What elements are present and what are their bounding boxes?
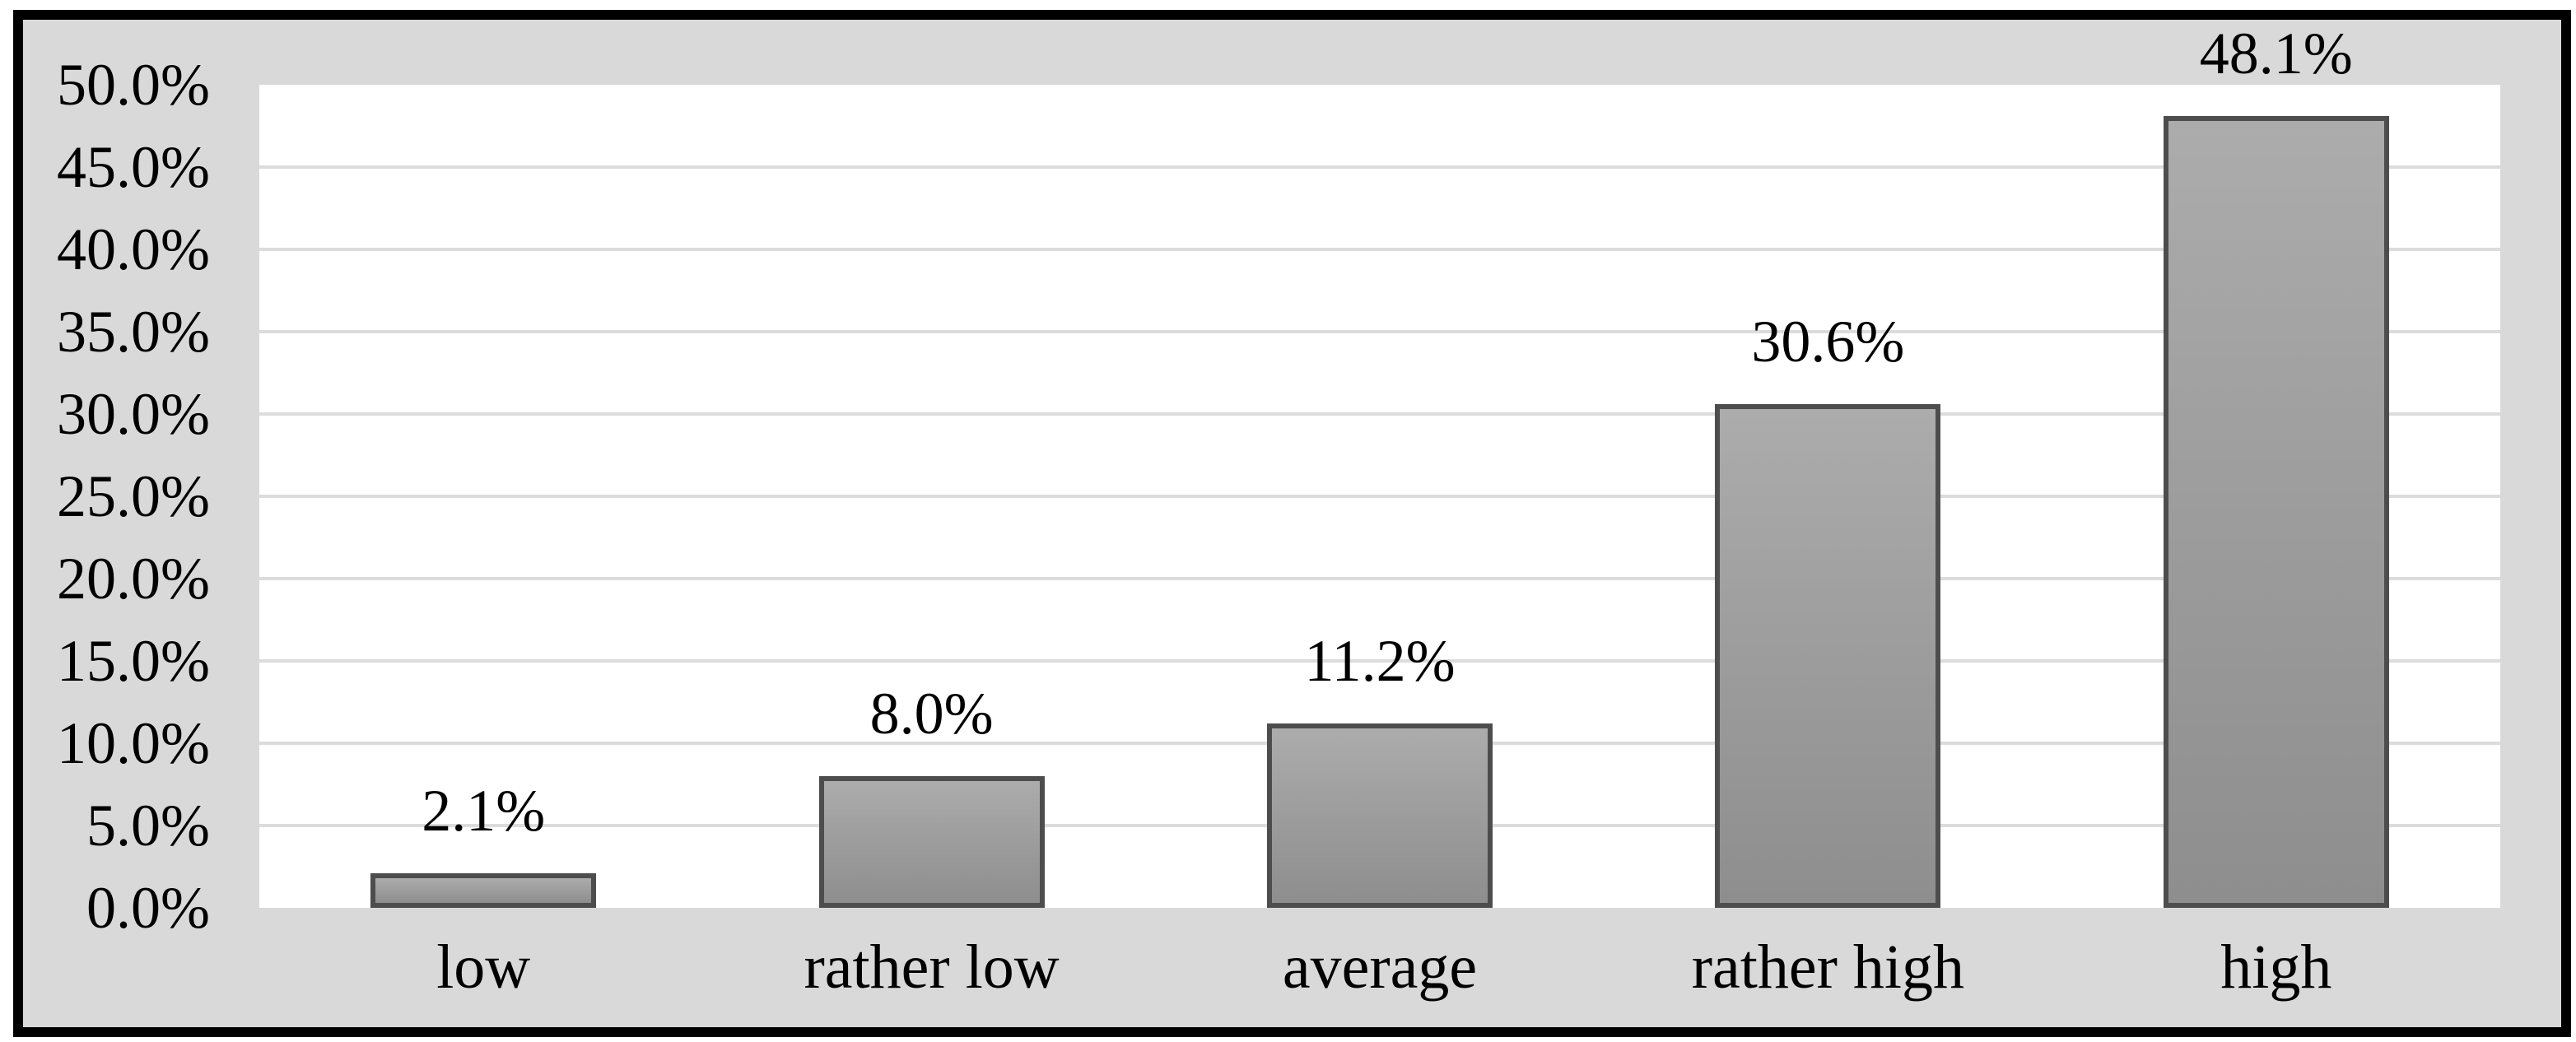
x-category-label: high [2220, 933, 2332, 1002]
bar [1267, 723, 1493, 908]
gridline [259, 330, 2500, 333]
bar-data-label: 8.0% [869, 681, 994, 747]
bar-data-label: 11.2% [1304, 628, 1456, 694]
y-tick-label: 20.0% [57, 546, 210, 612]
gridline [259, 577, 2500, 580]
gridline [259, 495, 2500, 498]
bar [1715, 404, 1941, 908]
x-category-label: rather high [1691, 933, 1965, 1002]
plot-area [259, 85, 2500, 908]
y-tick-label: 15.0% [57, 628, 210, 694]
y-tick-label: 5.0% [86, 793, 210, 858]
y-tick-label: 40.0% [57, 216, 210, 282]
y-tick-label: 30.0% [57, 381, 210, 447]
y-tick-label: 25.0% [57, 463, 210, 529]
x-category-label: rather low [804, 933, 1060, 1002]
y-tick-label: 35.0% [57, 299, 210, 365]
bar-data-label: 48.1% [2199, 21, 2353, 86]
bar [818, 776, 1045, 908]
x-category-label: low [436, 933, 531, 1002]
gridline [259, 412, 2500, 416]
gridline [259, 165, 2500, 169]
y-tick-label: 50.0% [57, 52, 210, 118]
x-category-label: average [1282, 933, 1478, 1002]
y-tick-label: 10.0% [57, 710, 210, 776]
bar [2163, 116, 2389, 908]
gridline [259, 248, 2500, 251]
gridline [259, 659, 2500, 663]
y-tick-label: 45.0% [57, 134, 210, 200]
bar-data-label: 2.1% [422, 778, 546, 844]
bar [370, 873, 597, 908]
bar-data-label: 30.6% [1751, 309, 1905, 374]
y-tick-label: 0.0% [86, 875, 210, 941]
